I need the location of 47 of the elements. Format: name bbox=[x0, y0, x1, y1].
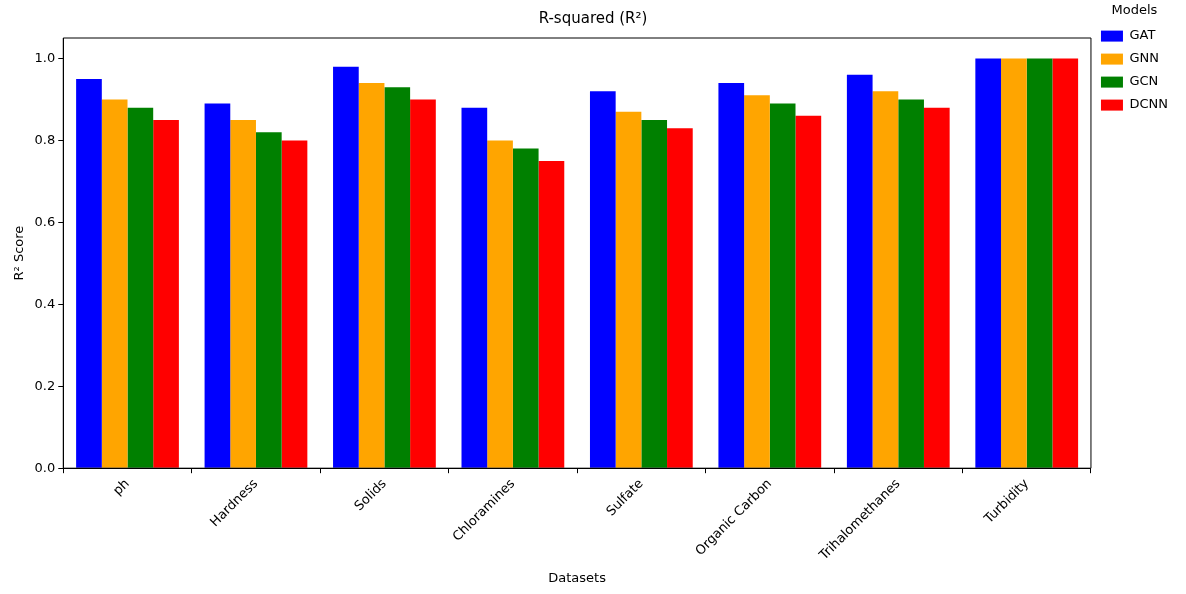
bar bbox=[204, 103, 231, 468]
y-axis-title: R² Score bbox=[11, 225, 27, 281]
y-tick-label: 1.0 bbox=[34, 49, 56, 65]
bar bbox=[923, 107, 950, 468]
bar bbox=[512, 148, 539, 468]
legend-label: GAT bbox=[1129, 27, 1156, 43]
legend-label: GCN bbox=[1129, 73, 1159, 89]
bar bbox=[1026, 58, 1053, 468]
bar bbox=[358, 83, 385, 468]
bar bbox=[101, 99, 128, 468]
bar bbox=[384, 87, 411, 468]
bar bbox=[589, 91, 616, 468]
bar bbox=[1052, 58, 1079, 468]
bar bbox=[76, 78, 102, 468]
y-tick-label: 0.8 bbox=[34, 131, 56, 147]
x-tick-label: ph bbox=[109, 475, 133, 498]
bar bbox=[333, 66, 359, 468]
bar bbox=[255, 132, 282, 468]
bar bbox=[846, 74, 873, 468]
bar bbox=[872, 91, 899, 468]
bar bbox=[769, 103, 796, 468]
y-tick-label: 0.0 bbox=[34, 459, 56, 475]
legend-label: DCNN bbox=[1129, 96, 1169, 112]
chart-title: R-squared (R²) bbox=[538, 8, 648, 27]
bar bbox=[461, 107, 488, 468]
bar bbox=[127, 107, 154, 468]
bar bbox=[153, 119, 179, 468]
bar bbox=[487, 140, 513, 468]
bar bbox=[615, 111, 642, 468]
bar bbox=[718, 83, 745, 468]
bar bbox=[410, 99, 436, 468]
y-tick-label: 0.4 bbox=[34, 295, 56, 311]
bar bbox=[538, 160, 565, 468]
legend-title: Models bbox=[1111, 1, 1158, 17]
bar bbox=[975, 58, 1002, 468]
bar bbox=[230, 119, 256, 468]
bar bbox=[744, 95, 770, 468]
bar bbox=[898, 99, 924, 468]
y-tick-label: 0.2 bbox=[34, 377, 56, 393]
bar bbox=[795, 115, 822, 468]
y-tick-label: 0.6 bbox=[34, 213, 56, 229]
bar bbox=[641, 119, 668, 468]
bar bbox=[667, 128, 693, 468]
x-axis-title: Datasets bbox=[548, 569, 607, 585]
bar bbox=[1001, 58, 1027, 468]
legend-label: GNN bbox=[1129, 50, 1159, 66]
bar bbox=[281, 140, 308, 468]
